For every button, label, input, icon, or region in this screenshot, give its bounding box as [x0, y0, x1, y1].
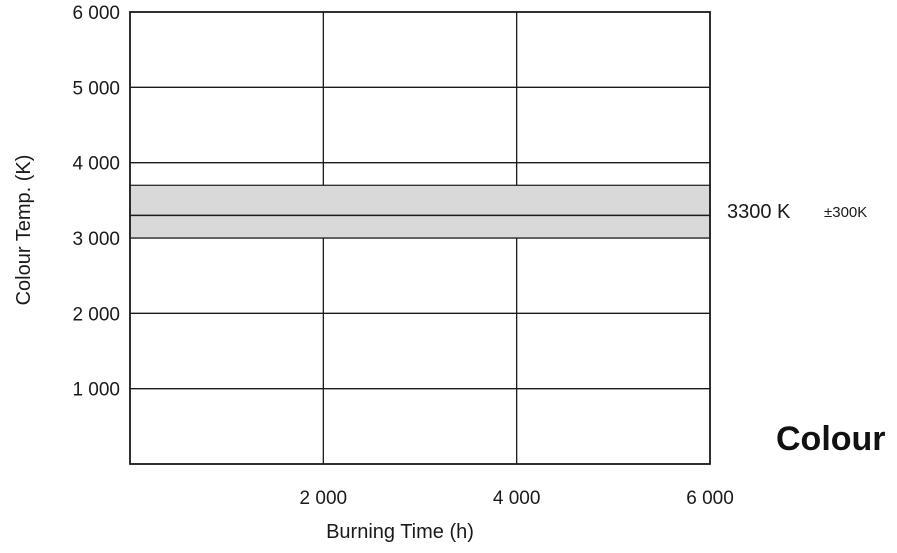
- y-tick-label: 2 000: [72, 304, 120, 325]
- band-annotation-value: 3300 K: [727, 201, 791, 223]
- y-tick-label: 5 000: [72, 78, 120, 99]
- y-tick-label: 4 000: [72, 154, 120, 175]
- plot-frame: [129, 11, 711, 465]
- y-tick-label: 6 000: [72, 3, 120, 24]
- y-tick-label: 1 000: [72, 380, 120, 401]
- tolerance-band: [129, 184, 711, 239]
- y-axis-title: Colour Temp. (K): [13, 155, 35, 306]
- x-tick-label: 2 000: [300, 488, 348, 509]
- y-tick-labels: 1 000 2 000 3 000 4 000 5 000 6 000: [72, 3, 120, 401]
- x-tick-label: 4 000: [493, 488, 541, 509]
- x-tick-labels: 2 000 4 000 6 000: [300, 488, 734, 509]
- band-annotation-tolerance: ±300K: [824, 204, 867, 221]
- x-axis-title: Burning Time (h): [326, 521, 474, 543]
- x-tick-label: 6 000: [686, 488, 734, 509]
- chart-title: Colour: [776, 420, 886, 458]
- y-tick-label: 3 000: [72, 229, 120, 250]
